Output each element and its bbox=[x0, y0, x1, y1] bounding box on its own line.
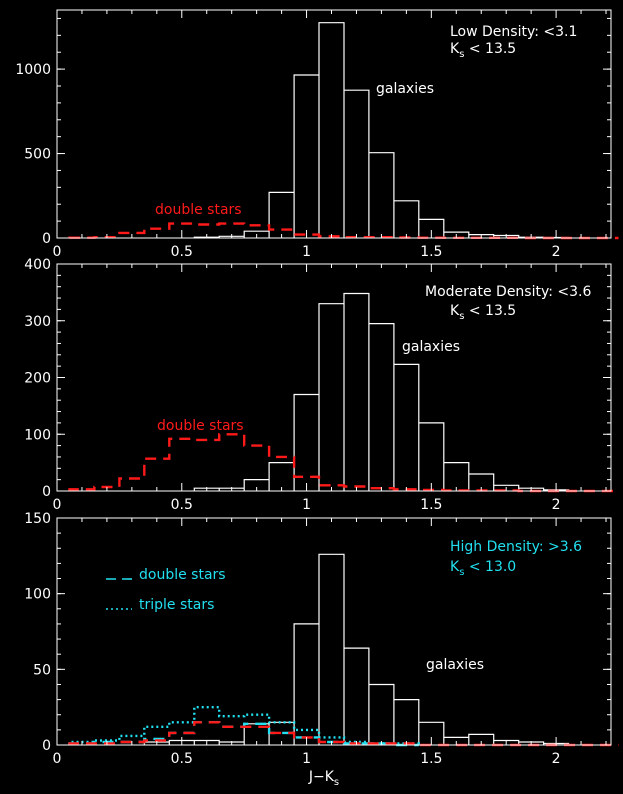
middle-y-tick-label: 300 bbox=[24, 314, 51, 330]
top-x-tick-label: 2 bbox=[552, 244, 561, 260]
top-ks-subscript: s bbox=[459, 49, 464, 60]
bottom-y-tick-label: 100 bbox=[24, 587, 51, 603]
top-label-galaxies: galaxies bbox=[376, 81, 434, 97]
x-axis-title: J−Ks bbox=[308, 769, 339, 788]
panel-bottom: 0 0.5 1 1.5 2 0 50 100 150 High Density: >3.6 Ks <… bbox=[24, 511, 619, 788]
panel-middle: 0 0.5 1 1.5 2 0 100 200 300 400 Moderate Density: … bbox=[24, 257, 619, 513]
top-y-tick-label: 500 bbox=[24, 147, 51, 163]
bottom-y-tick-label: 50 bbox=[33, 662, 51, 678]
bottom-y-tick-label: 150 bbox=[24, 511, 51, 527]
top-label-double-stars: double stars bbox=[155, 202, 242, 218]
middle-y-tick-label: 200 bbox=[24, 371, 51, 387]
middle-density-annotation: Moderate Density: <3.6 bbox=[425, 284, 591, 300]
bottom-ks-value: < 13.0 bbox=[464, 559, 516, 575]
middle-x-tick-label: 1 bbox=[302, 497, 311, 513]
top-ks-value: < 13.5 bbox=[464, 41, 516, 57]
middle-x-tick-label: 0 bbox=[53, 497, 62, 513]
bottom-x-tick-label: 0 bbox=[53, 751, 62, 767]
middle-ks-symbol: K bbox=[450, 303, 460, 319]
bottom-legend-label: double stars bbox=[139, 567, 226, 583]
middle-y-tick-label: 100 bbox=[24, 427, 51, 443]
panel-top: 0 0.5 1 1.5 2 0 500 1000 Low Density: <3.1Ks < 1… bbox=[15, 9, 619, 260]
middle-label-double-stars: double stars bbox=[157, 418, 244, 434]
middle-ks-value: < 13.5 bbox=[464, 303, 516, 319]
bottom-ks-limit: Ks < 13.0 bbox=[450, 559, 516, 578]
top-x-tick-label: 1.5 bbox=[420, 244, 442, 260]
middle-x-tick-label: 2 bbox=[552, 497, 561, 513]
bottom-x-tick-label: 0.5 bbox=[171, 751, 193, 767]
top-x-tick-label: 0 bbox=[53, 244, 62, 260]
top-ks-symbol: K bbox=[450, 41, 460, 57]
top-series-double-stars bbox=[68, 222, 619, 240]
top-y-tick-label: 0 bbox=[42, 231, 51, 247]
x-axis-title-main: J−K bbox=[308, 769, 335, 785]
bottom-label-galaxies: galaxies bbox=[426, 657, 484, 673]
middle-x-tick-label: 1.5 bbox=[420, 497, 442, 513]
middle-series-galaxies bbox=[193, 292, 570, 491]
middle-ks-subscript: s bbox=[459, 311, 464, 322]
bottom-x-tick-label: 1.5 bbox=[420, 751, 442, 767]
top-x-tick-label: 0.5 bbox=[171, 244, 193, 260]
bottom-axes-frame bbox=[56, 517, 612, 746]
top-ks-limit: Ks < 13.5 bbox=[450, 41, 516, 60]
bottom-x-tick-label: 2 bbox=[552, 751, 561, 767]
top-x-tick-label: 1 bbox=[302, 244, 311, 260]
bottom-ks-symbol: K bbox=[450, 559, 460, 575]
bottom-ks-subscript: s bbox=[459, 567, 464, 578]
bottom-x-tick-label: 1 bbox=[302, 751, 311, 767]
middle-y-tick-label: 0 bbox=[42, 484, 51, 500]
bottom-legend-label: triple stars bbox=[139, 597, 214, 613]
middle-label-galaxies: galaxies bbox=[402, 339, 460, 355]
x-axis-title-subscript: s bbox=[334, 777, 339, 788]
bottom-series-triple-stars bbox=[68, 706, 420, 745]
top-axes-frame bbox=[56, 9, 612, 239]
bottom-density-annotation: High Density: >3.6 bbox=[450, 539, 582, 555]
middle-ks-limit: Ks < 13.5 bbox=[450, 303, 516, 322]
middle-x-tick-label: 0.5 bbox=[171, 497, 193, 513]
top-density-annotation: Low Density: <3.1 bbox=[450, 24, 577, 40]
top-y-tick-label: 1000 bbox=[15, 62, 51, 78]
bottom-y-tick-label: 0 bbox=[42, 738, 51, 754]
middle-y-tick-label: 400 bbox=[24, 257, 51, 273]
